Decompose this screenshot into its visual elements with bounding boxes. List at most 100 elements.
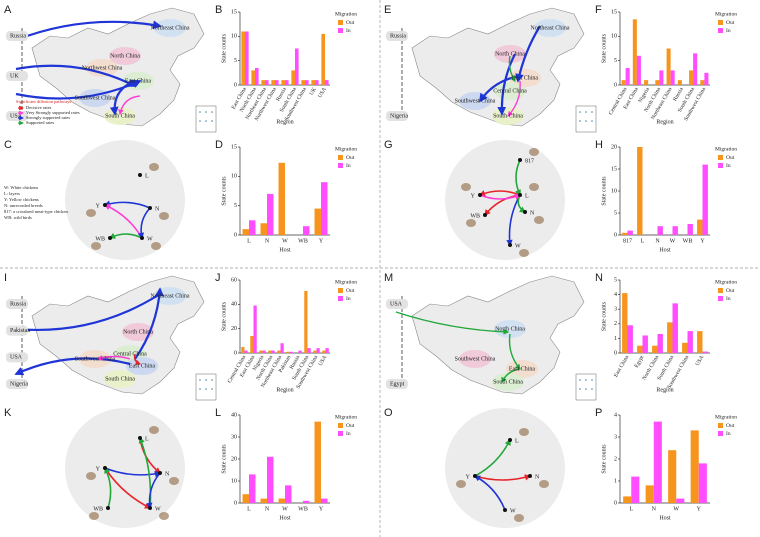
- region-label: East China: [512, 75, 538, 81]
- x-axis-title: Host: [659, 247, 671, 253]
- bar: [277, 350, 281, 353]
- network-arrow: [473, 475, 506, 511]
- bar: [271, 80, 275, 85]
- legend-title: Significant diffusion pathways: [16, 99, 71, 104]
- legend-swatch: [718, 288, 723, 293]
- bar: [289, 351, 293, 353]
- chicken-icon: [169, 477, 179, 485]
- bar: [295, 48, 299, 85]
- island: [211, 120, 213, 122]
- legend-swatch: [338, 296, 343, 301]
- chicken-icon: [534, 216, 544, 224]
- bar: [698, 463, 707, 503]
- bar: [260, 498, 267, 503]
- pathway-arrow: [507, 80, 521, 117]
- legend-swatch: [338, 288, 343, 293]
- bar: [262, 350, 266, 353]
- chicken-icon: [151, 242, 161, 250]
- x-tick-label: W: [670, 238, 676, 244]
- legend-swatch: [718, 163, 723, 168]
- legend-swatch: [718, 431, 723, 436]
- x-tick-label: L: [247, 506, 251, 512]
- bar: [314, 208, 321, 235]
- region-label: South China: [105, 113, 135, 119]
- x-tick-label: Egypt: [634, 354, 646, 369]
- bar: [242, 229, 249, 235]
- chicken-icon: [519, 249, 529, 257]
- country-box: [386, 299, 408, 309]
- chicken-icon: [159, 212, 169, 220]
- node-label: N: [165, 471, 170, 477]
- legend-title: Migration: [715, 279, 737, 285]
- y-tick-label: 1: [614, 478, 617, 484]
- y-tick-label: 5: [614, 277, 617, 283]
- y-tick-label: 3: [614, 434, 617, 440]
- node-label: W: [510, 508, 516, 514]
- bar: [642, 335, 648, 353]
- node: [528, 474, 532, 478]
- island: [211, 388, 213, 390]
- pathway-arrow: [133, 353, 142, 365]
- x-tick-label: USA: [317, 87, 328, 100]
- region-area: [126, 357, 158, 375]
- region-label: Northeast China: [150, 293, 189, 299]
- x-tick-label: USA: [318, 355, 329, 368]
- region-area: [534, 19, 566, 37]
- y-tick-label: 5: [614, 58, 617, 64]
- panel-letter: F: [595, 4, 602, 16]
- bar: [657, 226, 663, 235]
- bar: [249, 220, 256, 235]
- panel-letter: C: [4, 139, 12, 151]
- y-tick-label: 15: [231, 9, 237, 15]
- country-label: Nigeria: [10, 381, 28, 387]
- island: [591, 111, 593, 113]
- network-arrow: [479, 193, 522, 200]
- bar: [267, 456, 274, 503]
- bar: [321, 33, 325, 85]
- bar: [278, 498, 285, 503]
- node-label: L: [145, 436, 149, 442]
- y-tick-label: 0: [614, 500, 617, 506]
- node: [478, 193, 482, 197]
- node: [103, 203, 107, 207]
- bar: [303, 226, 310, 235]
- bar: [321, 182, 328, 235]
- legend-label: Out: [346, 288, 355, 294]
- y-axis-title: State counts: [221, 33, 227, 63]
- legend-label: Very Strongly supported rates: [26, 110, 80, 115]
- bar: [672, 226, 678, 235]
- bar: [667, 322, 673, 353]
- bar: [652, 345, 658, 353]
- legend-swatch: [338, 431, 343, 436]
- island: [591, 388, 593, 390]
- island: [585, 379, 587, 381]
- region-area: [86, 59, 118, 77]
- bar: [625, 67, 630, 85]
- bar: [321, 498, 328, 503]
- pathway-arrow: [134, 287, 164, 360]
- bar: [301, 80, 305, 85]
- legend-title: Migration: [335, 11, 357, 17]
- y-tick-label: 0: [614, 82, 617, 88]
- bar: [682, 342, 688, 353]
- region-label: East China: [509, 366, 535, 372]
- china-outline: [31, 7, 205, 127]
- y-axis-title: State counts: [221, 176, 227, 206]
- region-label: South China: [105, 376, 135, 382]
- legend-title: Migration: [715, 414, 737, 420]
- legend-swatch: [718, 155, 723, 160]
- region-area: [154, 19, 186, 37]
- bar: [271, 350, 275, 353]
- china-outline: [411, 7, 585, 127]
- x-tick-label: W: [282, 506, 288, 512]
- island: [579, 388, 581, 390]
- region-label: Southwest China: [455, 356, 496, 362]
- legend-label: In: [726, 431, 731, 437]
- panel-letter: G: [384, 139, 393, 151]
- country-box: [386, 31, 408, 41]
- region-area: [492, 373, 524, 391]
- region-area: [494, 320, 526, 338]
- node: [140, 236, 144, 240]
- bar: [242, 494, 249, 503]
